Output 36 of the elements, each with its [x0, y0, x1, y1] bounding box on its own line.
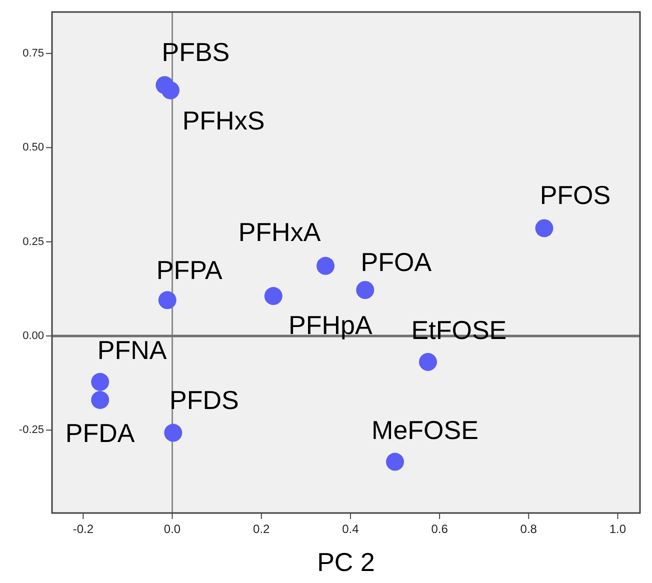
- y-tick-label: -0.25: [18, 424, 44, 436]
- x-tick-label: -0.2: [72, 522, 94, 536]
- point: [356, 281, 374, 299]
- point: [386, 452, 404, 471]
- y-tick-label: 0.25: [22, 236, 44, 248]
- series-label: PFHxA: [238, 216, 322, 247]
- point: [164, 424, 182, 442]
- series-label: PFHpA: [288, 310, 373, 340]
- point: [535, 219, 554, 238]
- x-tick-label: 0.4: [342, 522, 360, 536]
- series-label: PFNA: [97, 334, 168, 365]
- x-axis-title: PC 2: [317, 547, 375, 577]
- y-tick-label: 0.50: [22, 142, 44, 154]
- series-label: PFDS: [169, 384, 239, 415]
- point: [161, 81, 180, 100]
- point: [418, 352, 437, 371]
- point: [91, 391, 110, 409]
- y-tick-label: 0.75: [22, 47, 44, 60]
- y-tick-label: 0.00: [22, 330, 44, 342]
- series-label: EtFOSE: [411, 314, 507, 345]
- series-label: PFPA: [156, 255, 224, 286]
- point: [91, 372, 110, 391]
- series-label: PFDA: [65, 418, 136, 448]
- series-label: PFOS: [540, 180, 611, 210]
- x-tick-label: 1.0: [609, 522, 626, 536]
- point: [316, 256, 335, 275]
- point: [264, 287, 282, 306]
- series-label: MeFOSE: [372, 414, 478, 445]
- x-tick-label: 0.6: [431, 522, 448, 536]
- x-tick-label: 0.0: [164, 522, 181, 536]
- x-tick-label: 0.8: [520, 522, 538, 536]
- point: [158, 291, 176, 310]
- series-label: PFOA: [360, 247, 432, 277]
- series-label: PFBS: [162, 37, 230, 68]
- x-tick-label: 0.2: [253, 522, 270, 536]
- series-label: PFHxS: [182, 105, 265, 136]
